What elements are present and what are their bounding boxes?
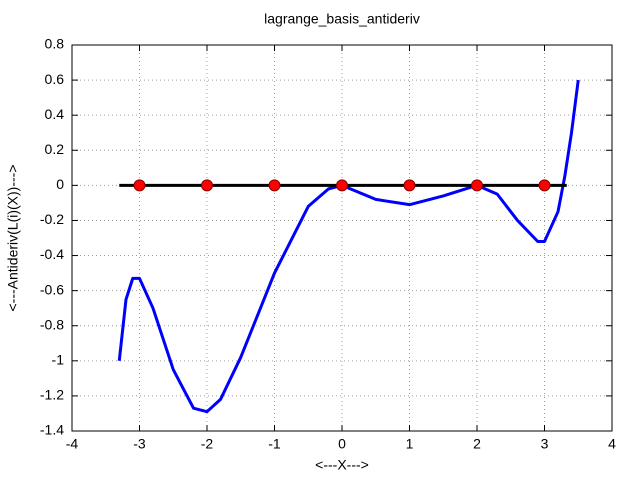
data-point bbox=[336, 179, 348, 192]
y-tick-label: 0.4 bbox=[45, 106, 65, 122]
x-tick-label: 3 bbox=[541, 436, 549, 452]
x-tick-label: -3 bbox=[133, 436, 146, 452]
y-tick-label: -0.4 bbox=[40, 246, 64, 262]
data-line bbox=[117, 79, 580, 414]
plot-frame bbox=[71, 44, 613, 432]
y-tick-label: -0.8 bbox=[40, 316, 64, 332]
data-point bbox=[538, 179, 551, 192]
x-tick-label: 2 bbox=[473, 436, 481, 452]
y-tick-label: -1.2 bbox=[40, 387, 64, 403]
y-axis-label: <---Antideriv(L(i)(X))---> bbox=[5, 165, 21, 312]
x-tick-label: -2 bbox=[201, 436, 214, 452]
data-point bbox=[403, 179, 416, 192]
y-tick-label: -0.2 bbox=[40, 211, 64, 227]
data-point bbox=[471, 179, 483, 192]
x-tick-label: 4 bbox=[608, 436, 616, 452]
y-tick-label: -1 bbox=[52, 352, 65, 368]
x-tick-label: 1 bbox=[406, 436, 414, 452]
x-axis-label: <---X---> bbox=[315, 457, 369, 473]
y-tick-label: -0.6 bbox=[40, 281, 64, 297]
data-point bbox=[268, 179, 281, 192]
y-tick-label: -1.4 bbox=[40, 422, 64, 438]
y-tick-label: 0 bbox=[56, 176, 64, 192]
x-tick-label: -4 bbox=[66, 436, 79, 452]
chart-title: lagrange_basis_antideriv bbox=[264, 11, 420, 27]
x-tick-label: 0 bbox=[338, 436, 346, 452]
x-tick-label: -1 bbox=[268, 436, 281, 452]
y-tick-label: 0.2 bbox=[45, 141, 65, 157]
data-point bbox=[201, 179, 213, 192]
data-point bbox=[133, 179, 146, 192]
y-tick-label: 0.6 bbox=[45, 71, 65, 87]
y-tick-label: 0.8 bbox=[45, 36, 65, 52]
